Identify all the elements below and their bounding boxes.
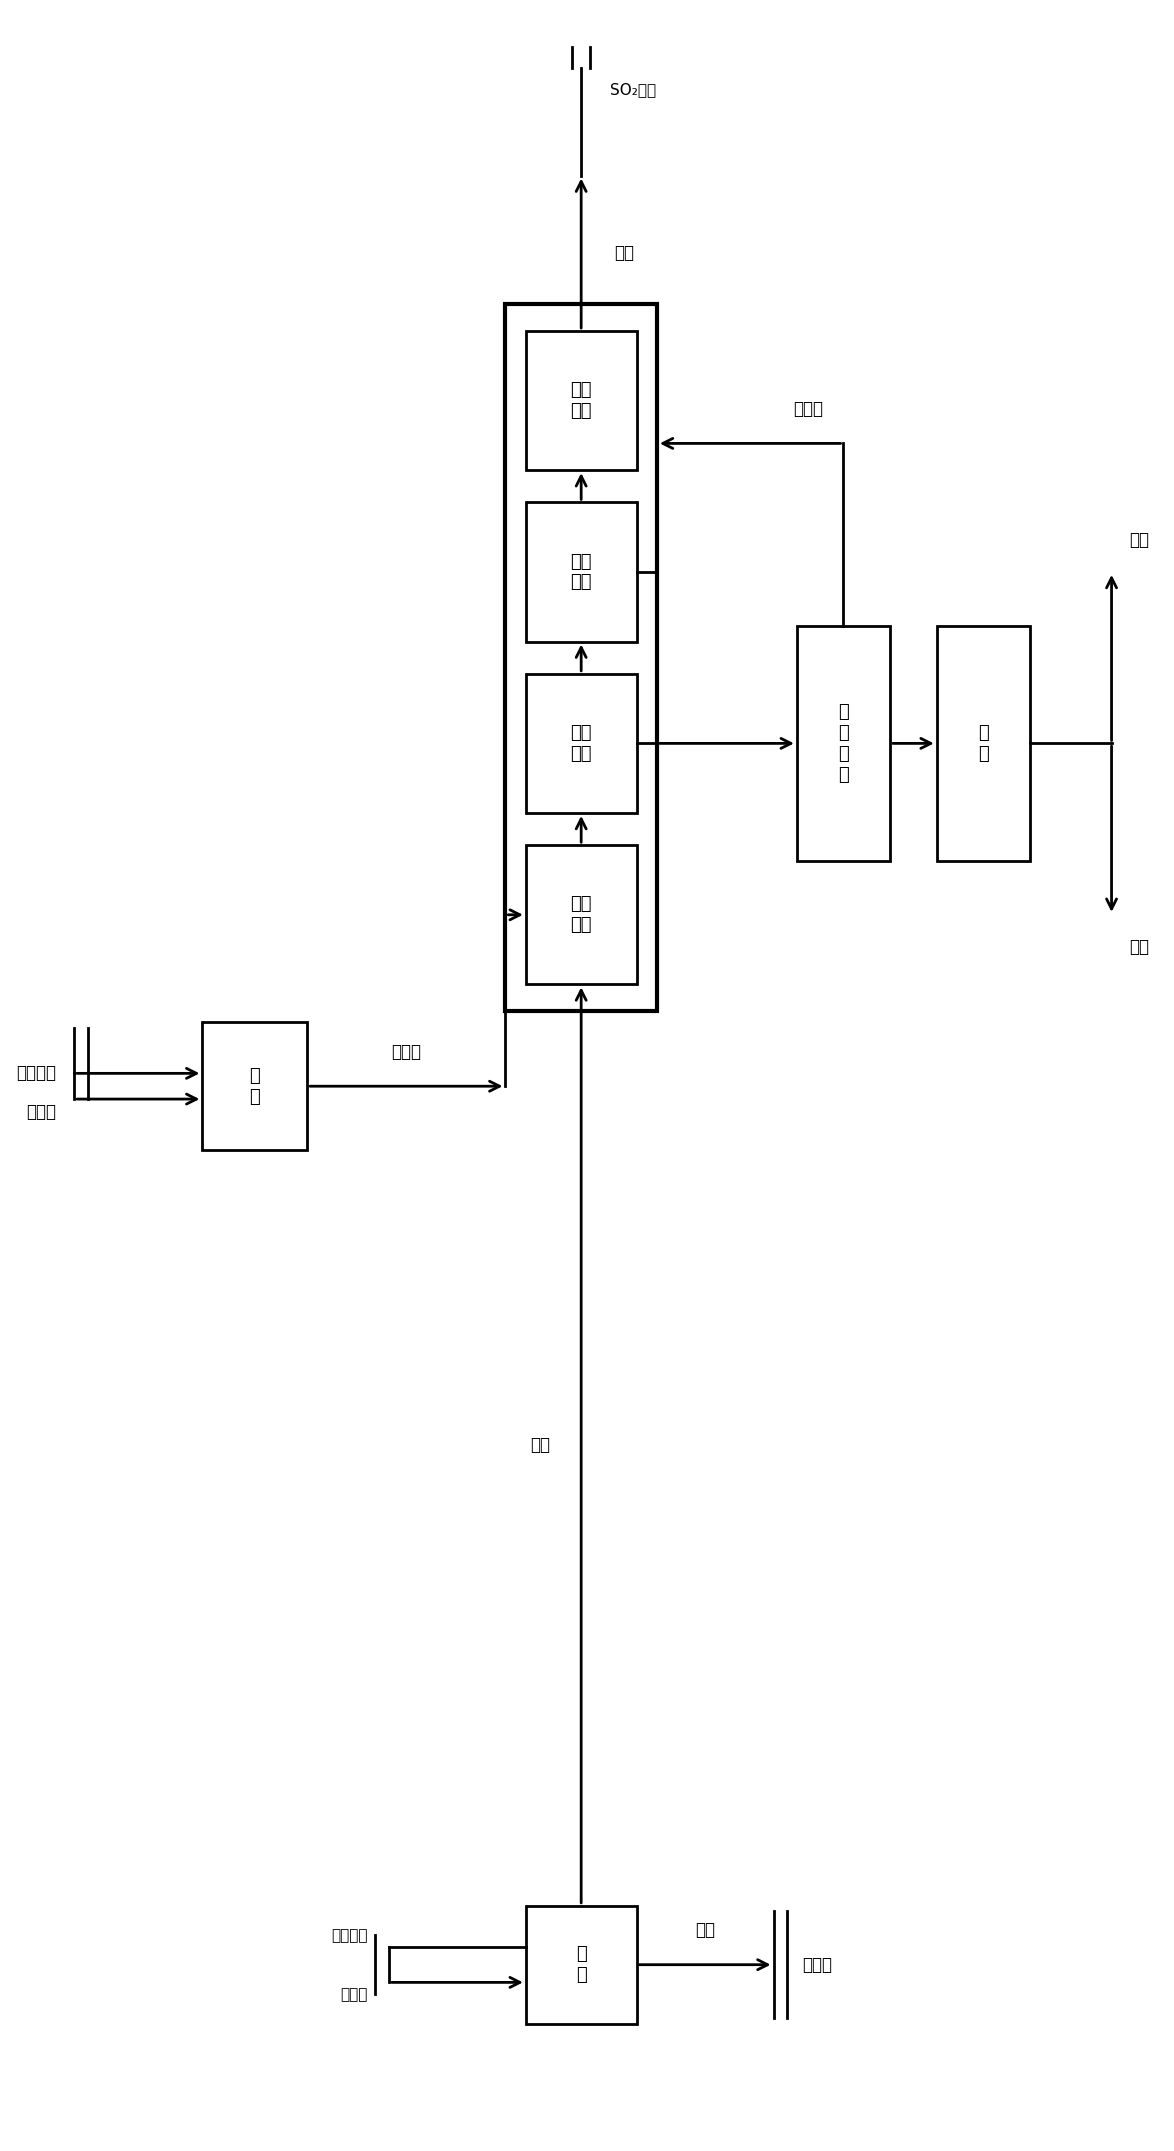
- Bar: [937, 626, 1030, 860]
- Text: 研
磨: 研 磨: [249, 1067, 261, 1106]
- Bar: [526, 1906, 636, 2024]
- Text: 烟气: 烟气: [695, 1921, 715, 1938]
- Text: 一段
洸出: 一段 洸出: [571, 895, 592, 934]
- Text: 四段
洸出: 四段 洸出: [571, 381, 592, 419]
- Bar: [526, 503, 636, 641]
- Text: 中
和: 中 和: [978, 725, 989, 764]
- Text: 火法烟气: 火法烟气: [331, 1927, 367, 1942]
- Text: SO₂尾气: SO₂尾气: [610, 82, 656, 97]
- Bar: [526, 845, 636, 985]
- Text: 铁矾渣: 铁矾渣: [794, 400, 823, 417]
- Bar: [797, 626, 890, 860]
- Bar: [526, 331, 636, 471]
- Text: 渗液: 渗液: [614, 245, 634, 262]
- Bar: [526, 673, 636, 813]
- Text: 组装品: 组装品: [803, 1955, 832, 1975]
- Text: 三段
洸出: 三段 洸出: [571, 553, 592, 592]
- Text: 固
液
分
离: 固 液 分 离: [838, 703, 849, 783]
- Text: 回烧品: 回烧品: [340, 1988, 367, 2003]
- Bar: [202, 1022, 308, 1151]
- Text: 二段
洸出: 二段 洸出: [571, 725, 592, 764]
- Text: 焎
烧: 焎 烧: [575, 1945, 587, 1983]
- Text: 铁渣: 铁渣: [1129, 531, 1149, 549]
- Text: 尾气: 尾气: [531, 1437, 551, 1454]
- Text: 钼精原料: 钼精原料: [16, 1065, 56, 1082]
- Text: 尾渣: 尾渣: [1129, 938, 1149, 955]
- Text: 工业水: 工业水: [27, 1103, 56, 1121]
- Bar: [505, 303, 657, 1011]
- Text: 钼精矿: 钼精矿: [391, 1043, 421, 1060]
